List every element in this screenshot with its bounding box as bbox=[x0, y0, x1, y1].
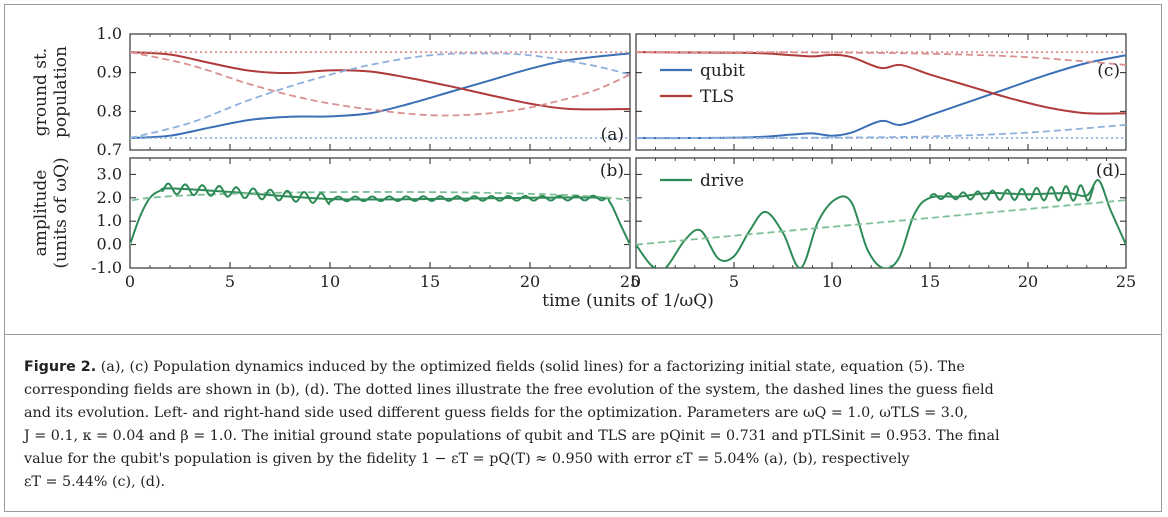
x-tick-label: 15 bbox=[920, 272, 940, 291]
series-line-dashed bbox=[130, 51, 630, 117]
legend-label-qubit: qubit bbox=[700, 61, 745, 81]
x-tick-label: 10 bbox=[320, 272, 340, 291]
panel-d: 0 5 10 15 20 25 (d) bbox=[631, 157, 1136, 291]
panel-label: (d) bbox=[1096, 161, 1120, 181]
legend-label-tls: TLS bbox=[700, 87, 734, 107]
x-tick-label: 0 bbox=[631, 272, 641, 291]
x-tick-label: 10 bbox=[822, 272, 842, 291]
figure-caption: Figure 2. (a), (c) Population dynamics i… bbox=[4, 334, 1162, 494]
legend-d: drive bbox=[660, 171, 744, 191]
y-tick-label: 2.0 bbox=[97, 188, 122, 207]
legend-label-drive: drive bbox=[700, 171, 744, 191]
x-tick-label: 0 bbox=[125, 272, 135, 291]
y-tick-label: 1.0 bbox=[97, 211, 122, 230]
y-tick-label: 0.0 bbox=[97, 235, 122, 254]
y-tick-label: 3.0 bbox=[97, 164, 122, 183]
x-tick-label: 20 bbox=[520, 272, 540, 291]
axes-frame bbox=[129, 33, 631, 151]
caption-label: Figure 2. bbox=[24, 359, 97, 375]
y-tick-label: 0.8 bbox=[97, 101, 122, 120]
x-tick-label: 5 bbox=[729, 272, 739, 291]
figure-frame bbox=[4, 4, 1162, 512]
series-line-qubit bbox=[636, 54, 1126, 140]
axes-frame bbox=[129, 157, 631, 269]
series-line-drive-ripple bbox=[929, 184, 1095, 202]
series-group bbox=[130, 182, 630, 246]
series-line-tls bbox=[130, 51, 630, 111]
caption-line-2: corresponding fields are shown in (b), (… bbox=[24, 382, 994, 398]
panel-label: (a) bbox=[601, 125, 624, 145]
series-group bbox=[130, 51, 630, 140]
panel-b: 0 5 10 15 20 25 -1.0 0.0 1.0 2.0 3.0 (b) bbox=[91, 157, 640, 291]
figure-chart: 0.7 0.8 0.9 1.0 (a) 0 5 10 15 20 25 -1.0 0.0 1.0 2.0 3.… bbox=[31, 24, 1136, 311]
series-line-dashed bbox=[130, 191, 630, 245]
series-line-drive-ripple bbox=[161, 182, 606, 206]
caption-line-5: value for the qubit's population is give… bbox=[24, 451, 910, 467]
caption-line-1: Figure 2. (a), (c) Population dynamics i… bbox=[24, 359, 965, 375]
y-tick-label: 1.0 bbox=[97, 24, 122, 43]
series-line-dashed bbox=[636, 123, 1126, 139]
caption-line-3: and its evolution. Left- and right-hand … bbox=[24, 405, 969, 421]
y-axis-label-top: ground st.population bbox=[31, 46, 71, 138]
y-tick-label: -1.0 bbox=[91, 258, 122, 277]
x-axis-label: time (units of 1/ωQ) bbox=[542, 291, 714, 311]
x-tick-label: 5 bbox=[225, 272, 235, 291]
series-group bbox=[636, 179, 1126, 268]
y-tick-label: 0.9 bbox=[97, 63, 122, 82]
series-line-dashed bbox=[636, 199, 1126, 246]
caption-line-4: J = 0.1, κ = 0.04 and β = 1.0. The initi… bbox=[24, 428, 1000, 444]
y-axis-label-bottom: amplitude(units of ωQ) bbox=[31, 157, 71, 268]
caption-line-6: εT = 5.44% (c), (d). bbox=[24, 474, 166, 490]
panel-c: (c) bbox=[635, 33, 1127, 151]
x-tick-label: 20 bbox=[1018, 272, 1038, 291]
y-tick-label: 0.7 bbox=[97, 140, 122, 159]
series-group bbox=[636, 51, 1126, 140]
series-line-dashed bbox=[130, 52, 630, 139]
series-line-drive bbox=[636, 179, 1126, 268]
legend-c: qubit TLS bbox=[660, 61, 745, 107]
panel-label: (b) bbox=[600, 161, 624, 181]
caption-separator bbox=[4, 334, 1162, 335]
x-tick-label: 15 bbox=[420, 272, 440, 291]
x-tick-label: 25 bbox=[1116, 272, 1136, 291]
axes-frame bbox=[635, 33, 1127, 151]
panel-label: (c) bbox=[1097, 61, 1120, 81]
x-tick-label: 25 bbox=[620, 272, 640, 291]
series-line-drive bbox=[130, 187, 630, 246]
panel-a: 0.7 0.8 0.9 1.0 (a) bbox=[97, 24, 631, 159]
series-line-qubit bbox=[130, 52, 630, 140]
series-line-tls bbox=[636, 51, 1126, 115]
